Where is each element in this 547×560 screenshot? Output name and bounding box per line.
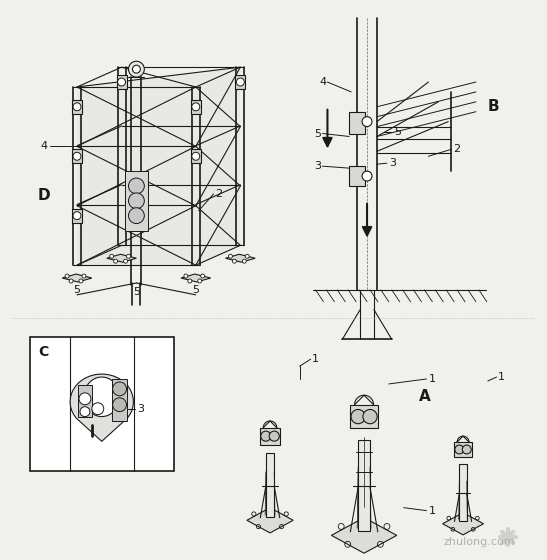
Bar — [350, 405, 379, 428]
Circle shape — [188, 279, 192, 283]
Text: 5: 5 — [315, 128, 322, 138]
Circle shape — [126, 254, 131, 258]
Text: 3: 3 — [137, 404, 144, 414]
Circle shape — [110, 254, 114, 258]
Circle shape — [455, 445, 464, 454]
Circle shape — [261, 431, 271, 441]
Text: 1: 1 — [498, 372, 505, 382]
Bar — [72, 150, 82, 163]
Bar — [117, 75, 126, 89]
Circle shape — [201, 274, 205, 278]
Bar — [235, 75, 245, 89]
Circle shape — [80, 407, 90, 417]
Circle shape — [362, 116, 372, 127]
Bar — [349, 166, 365, 186]
Text: A: A — [418, 389, 430, 404]
Text: 4: 4 — [319, 77, 327, 87]
Circle shape — [82, 274, 86, 278]
Circle shape — [79, 279, 83, 283]
Bar — [191, 150, 201, 163]
Polygon shape — [107, 254, 136, 262]
Circle shape — [73, 152, 81, 160]
Circle shape — [118, 78, 125, 86]
Text: 4: 4 — [40, 141, 48, 151]
Text: 3: 3 — [315, 161, 322, 171]
Text: 1: 1 — [312, 354, 318, 364]
Circle shape — [462, 445, 471, 454]
Circle shape — [124, 259, 127, 263]
Text: 5: 5 — [193, 285, 199, 295]
Text: 5: 5 — [133, 287, 140, 297]
Bar — [260, 428, 280, 445]
Polygon shape — [84, 377, 120, 417]
Circle shape — [242, 259, 246, 263]
Polygon shape — [266, 453, 274, 517]
Circle shape — [198, 279, 202, 283]
Circle shape — [73, 103, 81, 111]
Circle shape — [363, 409, 377, 424]
Circle shape — [92, 403, 104, 414]
Polygon shape — [70, 374, 133, 441]
Circle shape — [236, 78, 245, 86]
Polygon shape — [225, 254, 255, 262]
Circle shape — [129, 193, 144, 209]
Circle shape — [362, 171, 372, 181]
Text: zhulong.com: zhulong.com — [443, 537, 515, 547]
Circle shape — [269, 431, 280, 441]
Text: D: D — [37, 188, 50, 203]
Bar — [454, 442, 472, 457]
Circle shape — [129, 178, 144, 194]
Bar — [31, 338, 174, 471]
Polygon shape — [181, 274, 211, 282]
Circle shape — [79, 393, 91, 405]
Bar — [112, 379, 127, 421]
Polygon shape — [62, 274, 92, 282]
Polygon shape — [77, 67, 240, 265]
Polygon shape — [459, 464, 467, 521]
Circle shape — [65, 274, 69, 278]
Circle shape — [129, 208, 144, 223]
Polygon shape — [443, 512, 484, 535]
Bar — [125, 171, 148, 231]
Text: B: B — [488, 99, 499, 114]
Circle shape — [192, 152, 200, 160]
Text: 5: 5 — [394, 127, 401, 137]
Circle shape — [351, 409, 365, 424]
Circle shape — [192, 103, 200, 111]
Circle shape — [114, 259, 118, 263]
Text: 1: 1 — [428, 374, 435, 384]
Text: 1: 1 — [428, 506, 435, 516]
Circle shape — [113, 398, 126, 412]
Bar — [349, 112, 365, 133]
Circle shape — [232, 259, 236, 263]
Circle shape — [113, 382, 126, 396]
Bar — [78, 385, 92, 417]
Text: 2: 2 — [453, 144, 460, 155]
Circle shape — [69, 279, 73, 283]
Bar — [72, 100, 82, 114]
Text: 5: 5 — [73, 285, 80, 295]
Circle shape — [229, 254, 232, 258]
Text: C: C — [38, 346, 49, 360]
Polygon shape — [331, 517, 397, 553]
Circle shape — [132, 65, 141, 73]
Polygon shape — [247, 508, 293, 533]
Bar — [191, 100, 201, 114]
Text: 2: 2 — [216, 189, 223, 199]
Polygon shape — [358, 440, 370, 531]
Circle shape — [184, 274, 188, 278]
Bar — [72, 209, 82, 222]
Circle shape — [73, 212, 81, 220]
Text: 3: 3 — [389, 158, 396, 168]
Circle shape — [129, 61, 144, 77]
Circle shape — [245, 254, 249, 258]
